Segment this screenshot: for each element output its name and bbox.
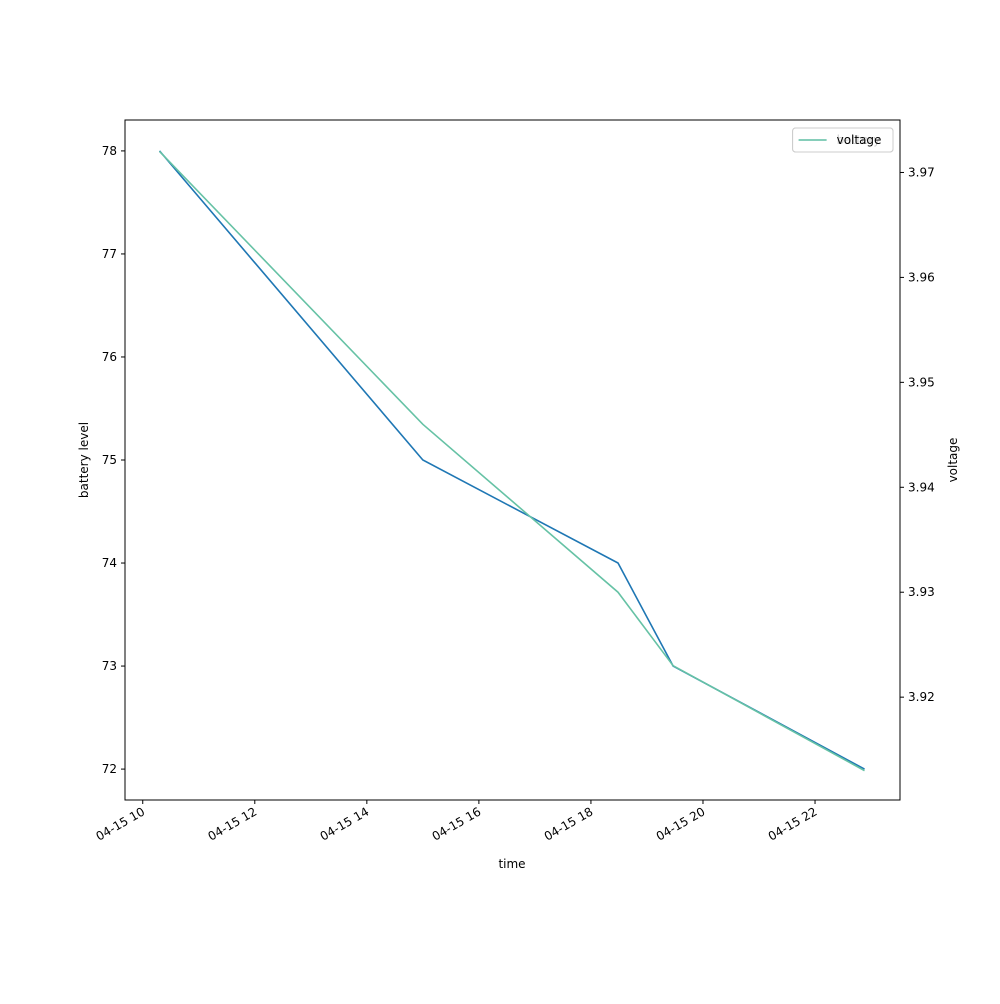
y-tick-label: 74 xyxy=(102,556,117,570)
legend-box xyxy=(792,127,894,153)
y-tick-label: 75 xyxy=(102,453,117,467)
y2-tick-label: 3.97 xyxy=(908,165,935,179)
x-axis-label: time xyxy=(498,857,525,871)
y2-tick-label: 3.94 xyxy=(908,480,935,494)
series-line xyxy=(158,150,865,772)
y-tick-label: 76 xyxy=(102,350,117,364)
y-tick-label: 73 xyxy=(102,659,117,673)
legend-label: voltage xyxy=(837,133,882,147)
y2-axis-label: voltage xyxy=(946,438,960,483)
y2-tick-label: 3.93 xyxy=(908,585,935,599)
y-tick-label: 72 xyxy=(102,762,117,776)
y-tick-label: 78 xyxy=(102,144,117,158)
y-axis-label: battery level xyxy=(77,422,91,498)
y2-tick-label: 3.96 xyxy=(908,270,935,284)
y-tick-label: 77 xyxy=(102,247,117,261)
y2-tick-label: 3.92 xyxy=(908,690,935,704)
y2-tick-label: 3.95 xyxy=(908,375,935,389)
